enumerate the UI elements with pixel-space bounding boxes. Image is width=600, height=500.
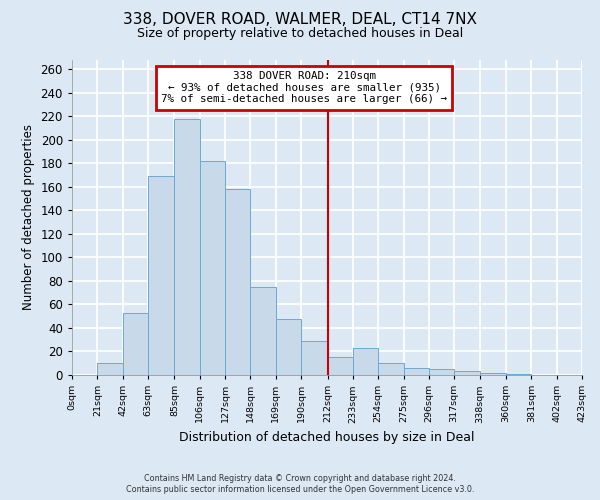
- Bar: [378, 363, 404, 375]
- Bar: [429, 369, 454, 375]
- Bar: [200, 161, 225, 375]
- Text: 338, DOVER ROAD, WALMER, DEAL, CT14 7NX: 338, DOVER ROAD, WALMER, DEAL, CT14 7NX: [123, 12, 477, 28]
- Text: Contains HM Land Registry data © Crown copyright and database right 2024.
Contai: Contains HM Land Registry data © Crown c…: [126, 474, 474, 494]
- Text: 338 DOVER ROAD: 210sqm
← 93% of detached houses are smaller (935)
7% of semi-det: 338 DOVER ROAD: 210sqm ← 93% of detached…: [161, 71, 447, 104]
- Bar: [328, 358, 353, 375]
- Y-axis label: Number of detached properties: Number of detached properties: [22, 124, 35, 310]
- Bar: [479, 372, 506, 375]
- Bar: [276, 318, 301, 375]
- Bar: [250, 287, 276, 375]
- Bar: [97, 363, 122, 375]
- Bar: [454, 372, 479, 375]
- Bar: [404, 368, 429, 375]
- Bar: [175, 119, 200, 375]
- Bar: [506, 374, 532, 375]
- Bar: [353, 348, 378, 375]
- Text: Size of property relative to detached houses in Deal: Size of property relative to detached ho…: [137, 28, 463, 40]
- Bar: [225, 190, 250, 375]
- Bar: [301, 341, 328, 375]
- Bar: [122, 312, 148, 375]
- Bar: [148, 176, 175, 375]
- X-axis label: Distribution of detached houses by size in Deal: Distribution of detached houses by size …: [179, 431, 475, 444]
